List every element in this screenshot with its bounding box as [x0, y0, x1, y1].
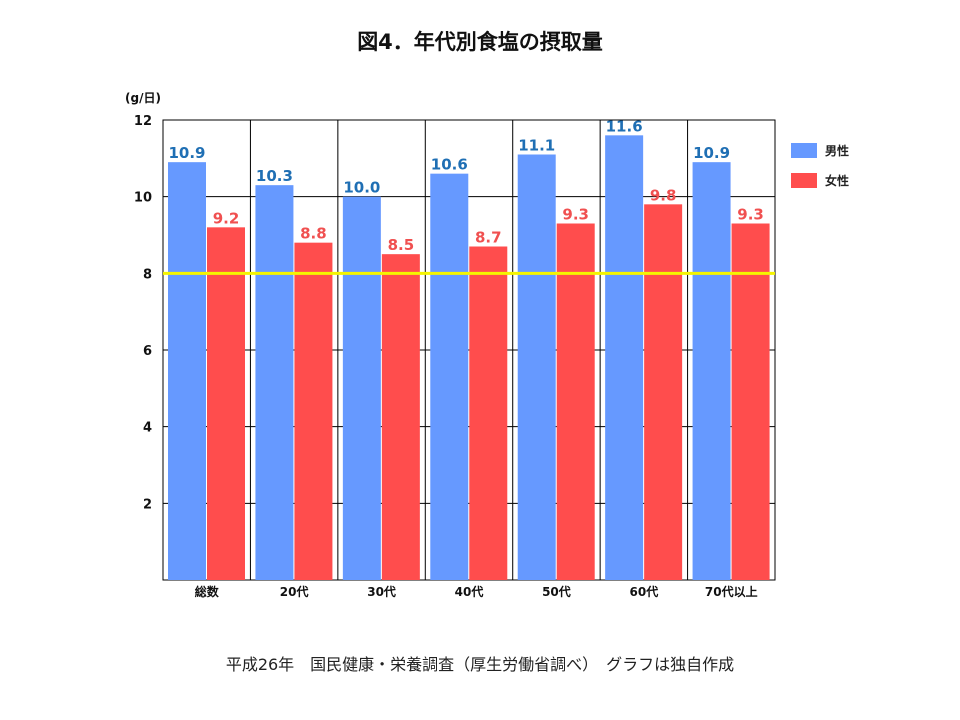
data-label-female: 8.8	[300, 225, 327, 243]
chart-title: 図4．年代別食塩の摂取量	[357, 30, 603, 54]
x-tick-label: 40代	[455, 584, 484, 599]
x-tick-label: 60代	[630, 584, 659, 599]
data-label-male: 11.6	[606, 117, 643, 135]
bar-male	[692, 162, 731, 580]
x-tick-label: 20代	[280, 584, 309, 599]
source-note: 平成26年 国民健康・栄養調査（厚生労働省調べ） グラフは独自作成	[225, 655, 735, 674]
data-label-female: 8.7	[475, 229, 502, 247]
bar-male	[517, 154, 556, 580]
bar-male	[255, 185, 294, 580]
legend: 男性 女性	[791, 143, 849, 203]
bar-female	[469, 246, 508, 580]
x-tick-label: 30代	[367, 584, 396, 599]
data-label-male: 11.1	[518, 137, 555, 155]
bar-female	[294, 242, 333, 580]
data-label-male: 10.3	[256, 167, 293, 185]
data-label-male: 10.0	[343, 179, 380, 197]
y-tick-label: 8	[143, 267, 152, 282]
bar-female	[381, 254, 420, 580]
y-tick-label: 12	[134, 114, 152, 129]
bar-female	[556, 223, 595, 580]
bar-female	[207, 227, 245, 581]
legend-swatch-female	[791, 173, 817, 188]
y-tick-label: 2	[143, 497, 152, 512]
bar-male	[168, 162, 206, 580]
bar-male	[342, 196, 381, 580]
bar-female	[731, 223, 770, 580]
y-tick-label: 4	[143, 421, 152, 436]
bar-male	[430, 173, 469, 580]
data-label-female: 9.3	[562, 206, 589, 224]
data-label-male: 10.9	[168, 144, 205, 162]
bar-male	[605, 135, 644, 581]
data-label-male: 10.9	[693, 144, 730, 162]
legend-label-female: 女性	[825, 174, 850, 188]
legend-label-male: 男性	[825, 144, 850, 158]
bar-female	[644, 204, 683, 581]
y-tick-label: 6	[143, 344, 152, 359]
x-tick-label: 70代以上	[705, 584, 758, 599]
data-label-female: 9.8	[650, 186, 677, 204]
legend-swatch-male	[791, 143, 817, 158]
y-axis-label: (g/日)	[125, 91, 161, 105]
legend-item-female: 女性	[791, 173, 849, 188]
data-label-male: 10.6	[431, 156, 468, 174]
x-tick-label: 50代	[542, 584, 571, 599]
legend-item-male: 男性	[791, 143, 849, 158]
data-label-female: 9.3	[737, 206, 764, 224]
data-label-female: 9.2	[213, 209, 240, 227]
data-label-female: 8.5	[388, 236, 415, 254]
y-tick-label: 10	[134, 191, 152, 206]
x-tick-label: 総数	[195, 584, 220, 599]
